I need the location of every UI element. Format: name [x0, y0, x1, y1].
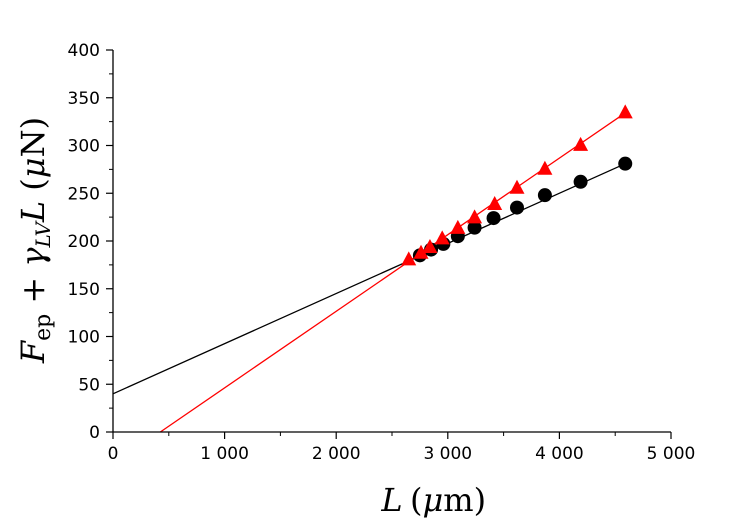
y-tick-label: 200	[68, 232, 100, 252]
triangle-point	[401, 251, 417, 266]
y-tick-label: 400	[68, 41, 100, 61]
svg-text:Fep + γLVL (μN): Fep + γLVL (μN)	[14, 117, 56, 364]
ticks: 0 1 000 2 000 3 000 4 000 5 000 0 50 100 150 200 25…	[68, 41, 696, 464]
x-tick-label: 1 000	[200, 444, 249, 464]
circle-point	[467, 220, 482, 235]
circle-point	[486, 211, 501, 226]
data-markers	[401, 104, 633, 266]
axes	[112, 50, 671, 433]
y-tick-label: 100	[68, 328, 100, 348]
x-tick-label: 3 000	[423, 444, 472, 464]
triangle-point	[434, 230, 450, 245]
circle-point	[573, 174, 588, 189]
y-tick-label: 350	[68, 89, 100, 109]
triangle-point	[422, 239, 438, 254]
y-tick-label: 300	[68, 137, 100, 157]
x-tick-label: 5 000	[647, 444, 696, 464]
y-tick-label: 0	[89, 423, 100, 443]
y-tick-label: 250	[68, 184, 100, 204]
circle-point	[509, 200, 524, 215]
x-tick-label: 2 000	[312, 444, 361, 464]
circle-point	[618, 156, 633, 171]
triangle-point	[413, 244, 429, 259]
triangle-point	[450, 219, 466, 234]
x-axis-unit: (μm)	[410, 481, 486, 519]
circle-point	[537, 188, 552, 203]
triangle-point	[487, 196, 503, 211]
fit-lines	[112, 112, 626, 433]
x-axis-title: L	[380, 481, 402, 519]
triangle-point	[537, 160, 553, 175]
y-tick-label: 50	[78, 375, 100, 395]
red-fit-line	[159, 112, 626, 433]
y-tick-label: 150	[68, 280, 100, 300]
triangle-point	[467, 209, 483, 224]
triangle-point	[573, 136, 589, 151]
x-tick-label: 0	[108, 444, 119, 464]
x-tick-label: 4 000	[535, 444, 584, 464]
y-axis-title: Fep + γLVL (μN)	[14, 117, 56, 364]
black-fit-line	[112, 163, 626, 395]
triangle-point	[509, 179, 525, 194]
triangle-point	[617, 104, 633, 119]
